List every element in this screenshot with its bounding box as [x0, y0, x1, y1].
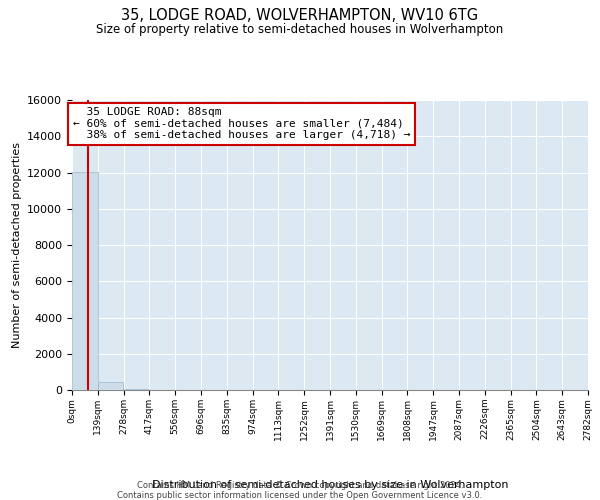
Text: Size of property relative to semi-detached houses in Wolverhampton: Size of property relative to semi-detach…: [97, 22, 503, 36]
Text: 35 LODGE ROAD: 88sqm
← 60% of semi-detached houses are smaller (7,484)
  38% of : 35 LODGE ROAD: 88sqm ← 60% of semi-detac…: [73, 108, 410, 140]
Text: 35, LODGE ROAD, WOLVERHAMPTON, WV10 6TG: 35, LODGE ROAD, WOLVERHAMPTON, WV10 6TG: [121, 8, 479, 22]
Bar: [98, 382, 124, 390]
Bar: [72, 172, 98, 390]
Y-axis label: Number of semi-detached properties: Number of semi-detached properties: [11, 142, 22, 348]
Text: Distribution of semi-detached houses by size in Wolverhampton: Distribution of semi-detached houses by …: [152, 480, 508, 490]
Text: Contains HM Land Registry data © Crown copyright and database right 2024.
Contai: Contains HM Land Registry data © Crown c…: [118, 480, 482, 500]
